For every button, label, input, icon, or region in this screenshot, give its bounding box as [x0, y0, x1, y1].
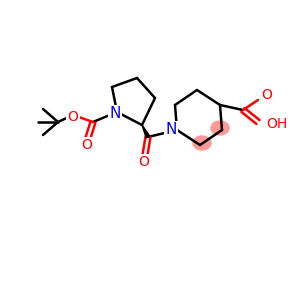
Text: O: O	[261, 88, 272, 102]
Ellipse shape	[193, 136, 211, 150]
Polygon shape	[142, 125, 150, 138]
Text: O: O	[68, 110, 78, 124]
Text: OH: OH	[266, 117, 287, 131]
Text: O: O	[82, 138, 92, 152]
Text: O: O	[139, 155, 149, 169]
Text: N: N	[165, 122, 177, 137]
Ellipse shape	[211, 121, 229, 135]
Text: N: N	[109, 106, 121, 122]
